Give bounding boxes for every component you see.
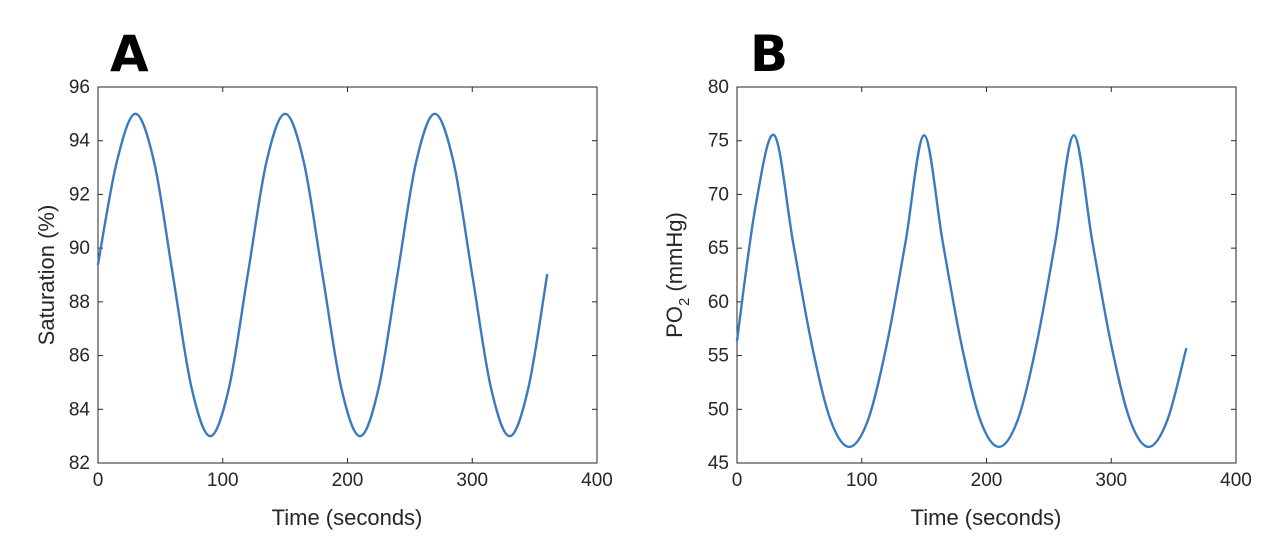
panel-a-x-axis-label: Time (seconds): [272, 505, 423, 530]
panel-b-y-tick-label: 65: [708, 238, 729, 259]
panel-b-y-axis-label-main: PO: [662, 306, 687, 338]
panel-a-x-tick-label: 400: [581, 470, 613, 491]
panel-b-y-tick-label: 80: [708, 77, 729, 98]
panel-a-y-tick-label: 86: [69, 346, 90, 367]
panel-b-axes-box: [736, 86, 1237, 464]
panel-a-x-tick-label: 300: [456, 470, 488, 491]
panel-b-y-axis-label-rest: (mmHg): [662, 212, 687, 298]
panel-b-x-tick-label: 400: [1220, 470, 1252, 491]
panel-b-x-tick-label: 200: [971, 470, 1003, 491]
panel-a-y-tick-label: 82: [69, 453, 90, 474]
panel-a-x-tick-label: 100: [207, 470, 239, 491]
panel-b-tick-labels: 0 100 200 300 400 45 50 55 60 65 70 75 80: [708, 77, 1252, 491]
panel-b: B 0 100 200 300 400 45 50 55 60 65 70 75 80 Time (se…: [662, 25, 1252, 530]
panel-a-series-line: [96, 112, 549, 438]
panel-b-y-tick-label: 75: [708, 131, 729, 152]
panel-b-y-tick-label: 70: [708, 184, 729, 205]
panel-b-y-tick-label: 60: [708, 292, 729, 313]
panel-a-letter: A: [110, 25, 149, 83]
panel-b-letter: B: [750, 25, 788, 83]
panel-a-y-tick-label: 88: [69, 292, 90, 313]
panel-b-x-tick-label: 300: [1095, 470, 1127, 491]
panel-b-y-tick-label: 55: [708, 346, 729, 367]
panel-a-x-tick-label: 0: [93, 470, 104, 491]
panel-b-series-line: [735, 133, 1188, 449]
panel-a-y-tick-label: 90: [69, 238, 90, 259]
panel-a-ticks: [97, 86, 598, 464]
panel-a-y-tick-label: 84: [69, 399, 91, 420]
panel-a-y-tick-label: 92: [69, 184, 90, 205]
panel-b-y-axis-label-sub: 2: [676, 298, 693, 306]
panel-a: A 0 100 200 300 400 82 84 86 88 90 92 94 96 Time (se…: [34, 25, 613, 530]
panel-a-x-tick-label: 200: [332, 470, 364, 491]
panel-b-y-axis-label: PO2 (mmHg): [662, 212, 693, 338]
panel-a-y-tick-label: 94: [69, 131, 91, 152]
panel-b-y-tick-label: 50: [708, 399, 729, 420]
panel-a-tick-labels: 0 100 200 300 400 82 84 86 88 90 92 94 96: [69, 77, 613, 491]
panel-a-y-axis-label: Saturation (%): [34, 205, 59, 346]
panel-b-x-axis-label: Time (seconds): [911, 505, 1062, 530]
panel-b-x-tick-label: 100: [846, 470, 878, 491]
panel-b-y-tick-label: 45: [708, 453, 729, 474]
panel-b-x-tick-label: 0: [732, 470, 743, 491]
panel-b-ticks: [736, 86, 1237, 464]
panel-a-y-tick-label: 96: [69, 77, 90, 98]
